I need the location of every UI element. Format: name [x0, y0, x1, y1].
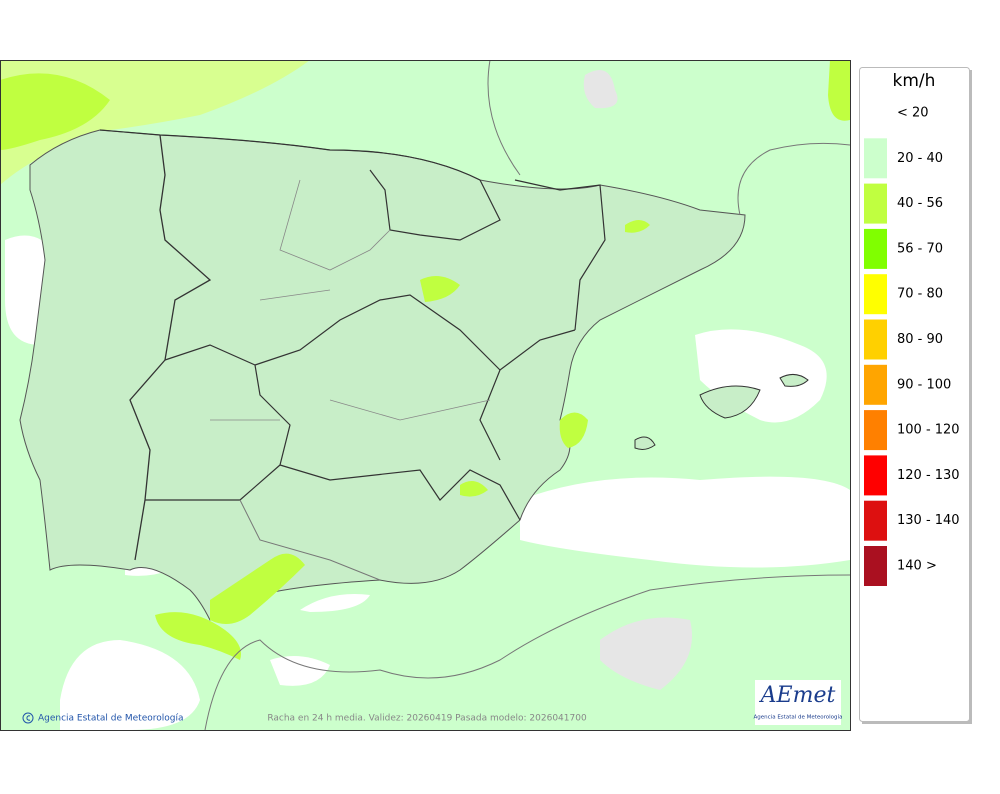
border — [129, 134, 212, 561]
calm-area — [270, 656, 330, 686]
legend-label: 100 - 120 — [897, 423, 960, 438]
wind-area — [210, 553, 305, 624]
legend-label: 120 - 130 — [897, 468, 960, 483]
map-frame — [0, 60, 851, 731]
coastline — [204, 574, 850, 730]
legend-title: km/h — [893, 71, 936, 91]
gray-area — [600, 617, 692, 690]
wind-area — [420, 276, 460, 302]
legend-swatch — [864, 138, 887, 179]
island — [634, 436, 656, 450]
border — [279, 464, 521, 521]
border — [369, 169, 501, 241]
wind-area — [828, 60, 850, 121]
logo-name: AEmet — [759, 683, 836, 708]
province-line — [210, 179, 491, 421]
calm-area — [60, 640, 200, 730]
island — [779, 374, 809, 387]
wind-area — [460, 481, 488, 497]
wind-area — [0, 73, 110, 150]
legend-swatch — [864, 228, 887, 269]
caption: Racha en 24 h media. Validez: 20260419 P… — [267, 714, 587, 724]
wind-area — [559, 412, 588, 448]
legend-label: 130 - 140 — [897, 513, 960, 528]
gray-area — [583, 70, 618, 109]
legend-label: 40 - 56 — [897, 196, 943, 211]
copyright-icon — [22, 712, 34, 724]
coastline — [487, 60, 850, 216]
border — [145, 344, 291, 501]
calm-area — [300, 594, 370, 612]
legend-label: < 20 — [897, 106, 929, 121]
island — [699, 385, 761, 419]
legend-label: 20 - 40 — [897, 151, 943, 166]
logo-box — [755, 680, 841, 725]
legend-label: 70 - 80 — [897, 287, 943, 302]
legend-swatch — [864, 319, 887, 360]
legend-swatch — [864, 93, 887, 133]
wind-area — [625, 220, 650, 233]
border — [99, 129, 481, 181]
legend-swatch — [864, 410, 887, 451]
copyright-icon — [26, 715, 31, 721]
border — [254, 294, 576, 371]
logo-subtitle: Agencia Estatal de Meteorología — [754, 714, 843, 721]
legend-items: < 20 20 - 40 40 - 56 56 - 70 70 - 80 80 - 90 9… — [864, 93, 960, 586]
legend-label: 90 - 100 — [897, 377, 951, 392]
border — [479, 369, 501, 461]
legend-label: 80 - 90 — [897, 332, 943, 347]
legend-swatch — [864, 274, 887, 315]
wind-area — [155, 612, 241, 660]
iberia-land — [19, 129, 746, 621]
legend-swatch — [864, 455, 887, 496]
legend-swatch — [864, 500, 887, 541]
legend-swatch — [864, 364, 887, 405]
legend-swatch — [864, 183, 887, 224]
legend-label: 56 - 70 — [897, 241, 943, 256]
border — [514, 179, 606, 331]
calm-area — [520, 476, 850, 568]
legend-swatch — [864, 546, 887, 586]
legend-label: 140 > — [897, 559, 937, 574]
map — [0, 60, 850, 730]
credit: Agencia Estatal de Meteorología — [38, 714, 184, 724]
border — [239, 499, 381, 581]
